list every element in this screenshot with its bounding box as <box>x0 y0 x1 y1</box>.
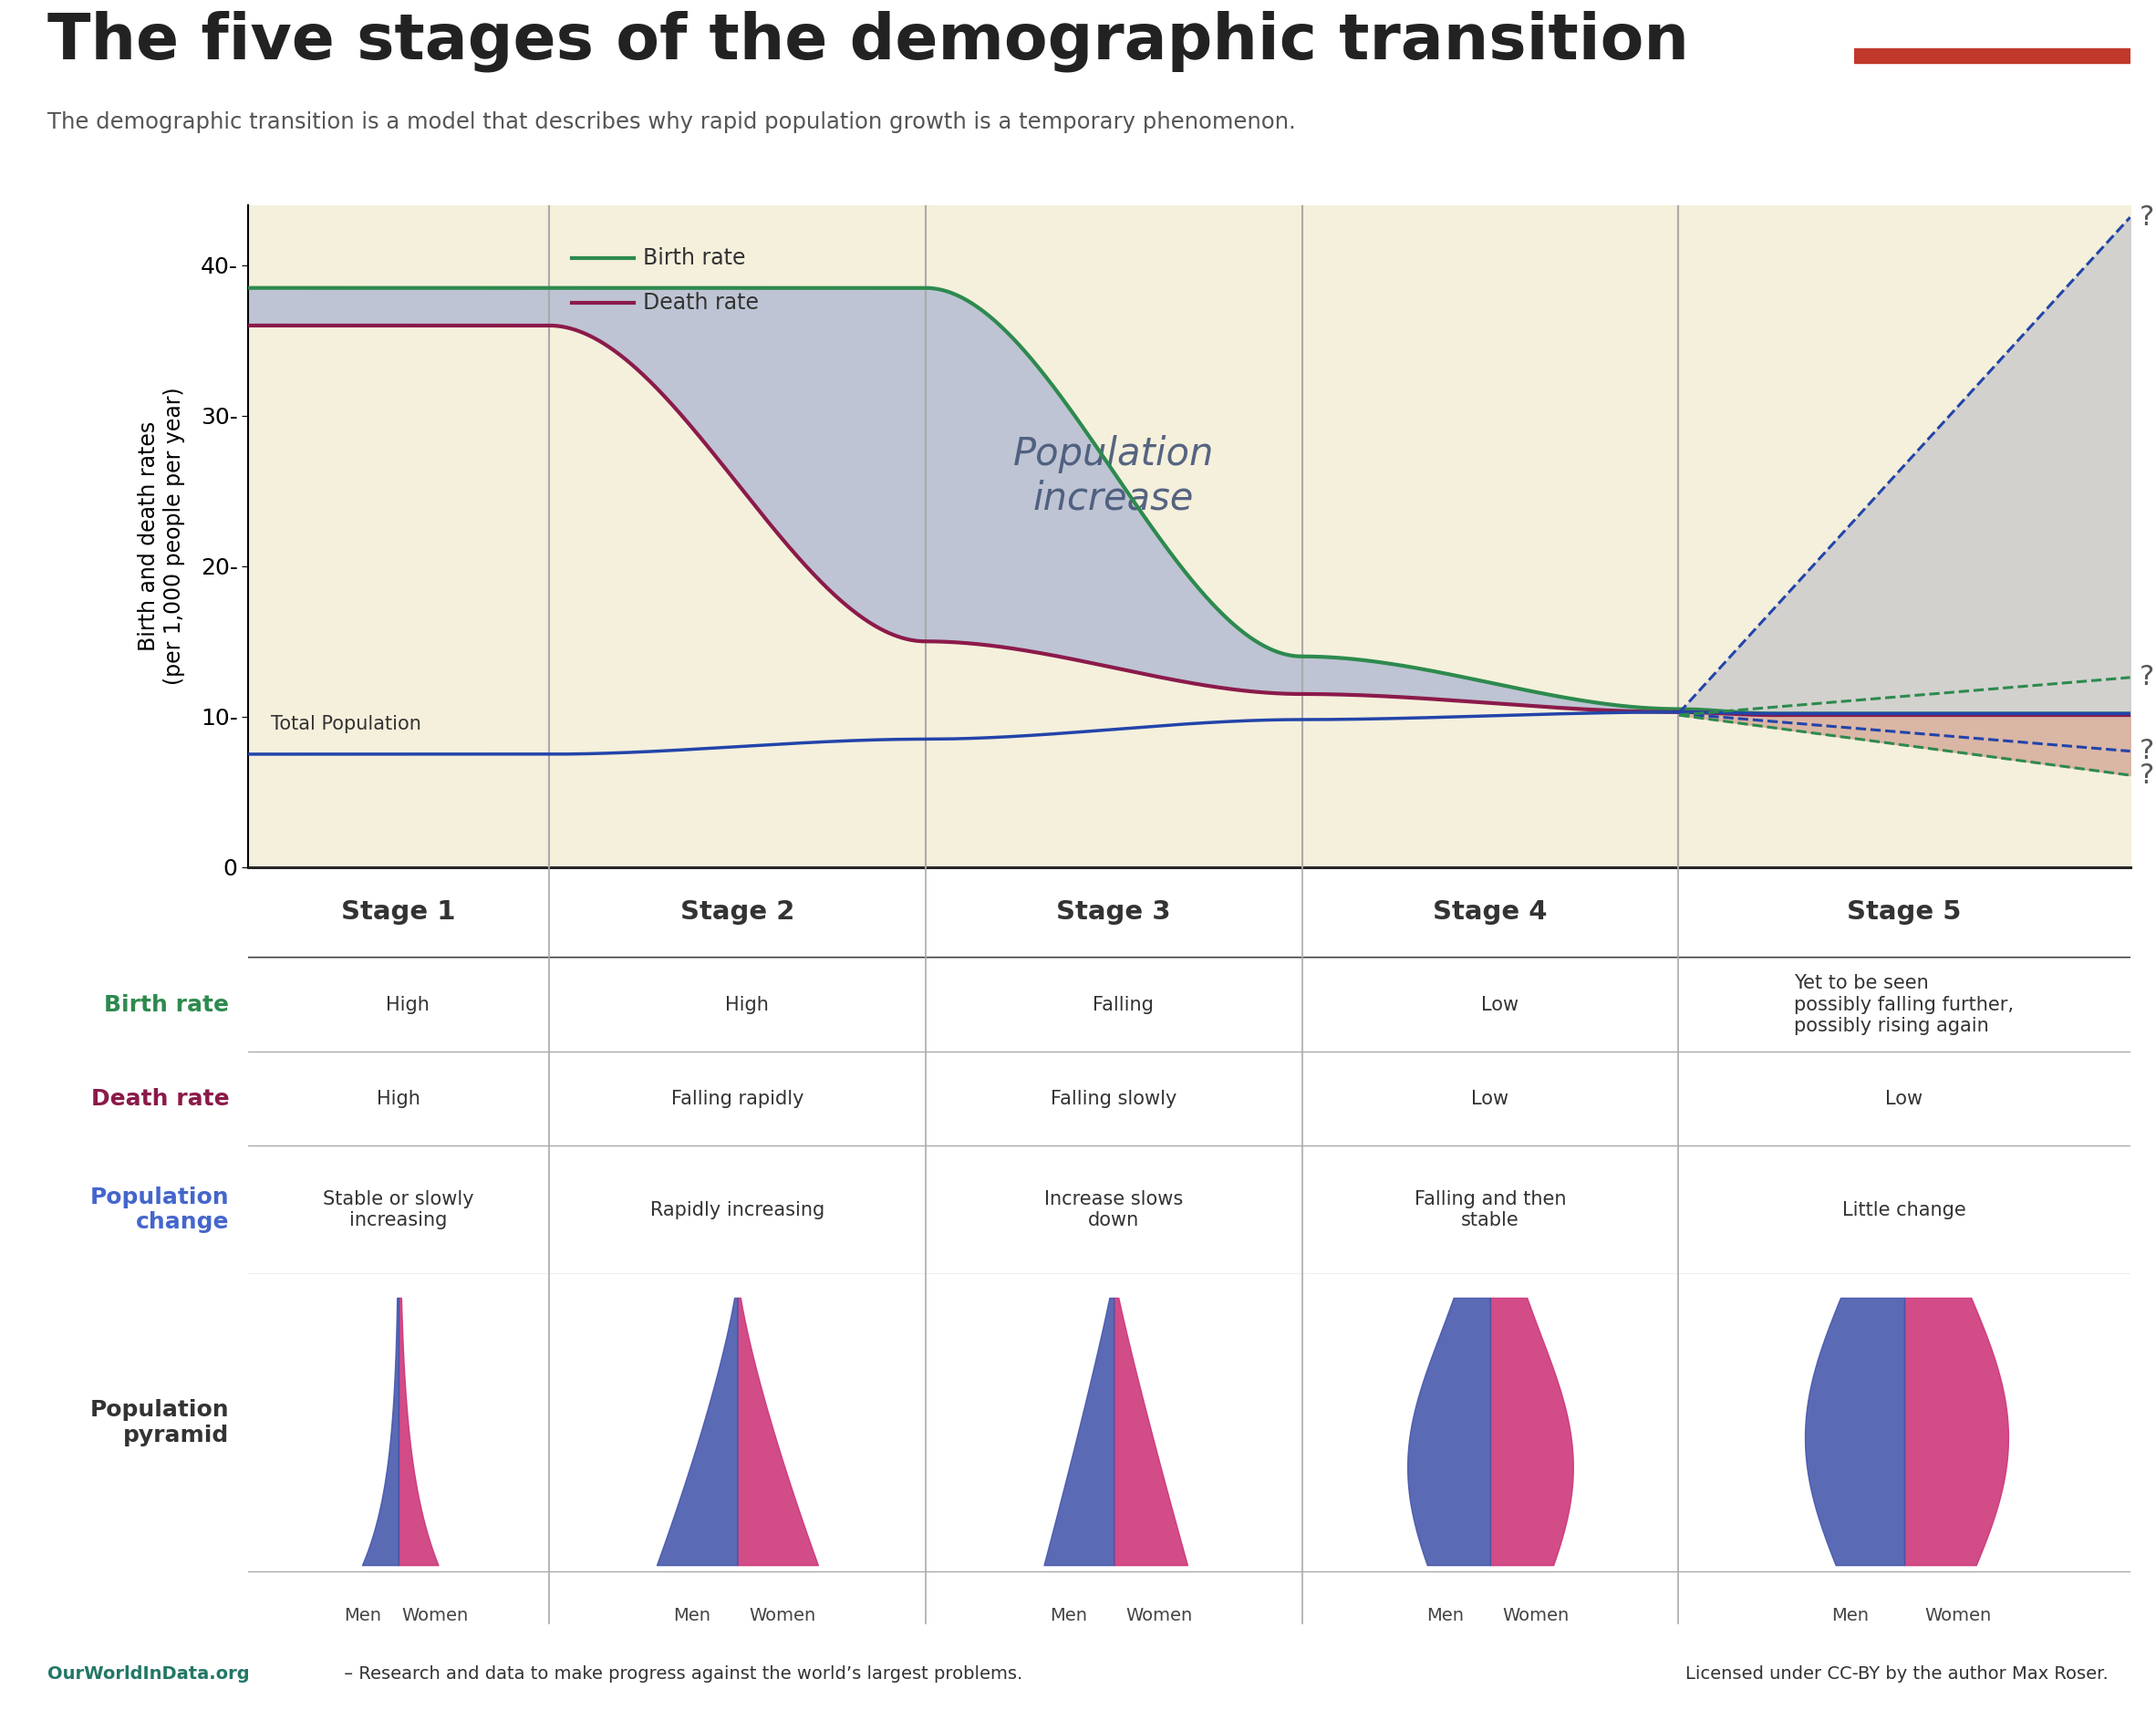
Text: Women: Women <box>748 1607 815 1624</box>
Text: Stage 2: Stage 2 <box>679 899 793 925</box>
Text: Falling and then
stable: Falling and then stable <box>1414 1190 1565 1229</box>
Text: Women: Women <box>1503 1607 1570 1624</box>
Text: Population
change: Population change <box>91 1187 229 1233</box>
Text: Low: Low <box>1470 1089 1509 1108</box>
Text: High: High <box>386 995 429 1014</box>
Text: ?: ? <box>2139 663 2154 691</box>
Text: The five stages of the demographic transition: The five stages of the demographic trans… <box>47 10 1688 72</box>
Text: Stage 4: Stage 4 <box>1434 899 1548 925</box>
Text: Birth rate: Birth rate <box>103 994 229 1016</box>
Text: Women: Women <box>1925 1607 1992 1624</box>
Text: Stage 3: Stage 3 <box>1056 899 1171 925</box>
Text: Men: Men <box>1050 1607 1087 1624</box>
Text: Increase slows
down: Increase slows down <box>1044 1190 1184 1229</box>
Text: ?: ? <box>2139 739 2154 764</box>
Text: ?: ? <box>2139 763 2154 788</box>
Text: Men: Men <box>673 1607 711 1624</box>
Text: OurWorldInData.org: OurWorldInData.org <box>47 1666 250 1683</box>
Text: Total Population: Total Population <box>270 715 420 734</box>
Text: Population
pyramid: Population pyramid <box>91 1399 229 1447</box>
Text: ?: ? <box>2139 203 2154 231</box>
Text: High: High <box>377 1089 420 1108</box>
Text: Stage 5: Stage 5 <box>1848 899 1962 925</box>
Text: Birth rate: Birth rate <box>642 246 746 268</box>
Text: Little change: Little change <box>1843 1200 1966 1219</box>
Text: Population
increase: Population increase <box>1013 434 1214 516</box>
Text: Falling rapidly: Falling rapidly <box>671 1089 804 1108</box>
Text: Falling slowly: Falling slowly <box>1050 1089 1177 1108</box>
Text: High: High <box>724 995 768 1014</box>
Text: Yet to be seen
possibly falling further,
possibly rising again: Yet to be seen possibly falling further,… <box>1794 975 2014 1035</box>
Text: in Data: in Data <box>1951 70 2033 89</box>
Text: Women: Women <box>401 1607 468 1624</box>
Text: Stable or slowly
increasing: Stable or slowly increasing <box>323 1190 474 1229</box>
Text: Stage 1: Stage 1 <box>341 899 455 925</box>
Text: Low: Low <box>1886 1089 1923 1108</box>
Bar <box>1854 48 2130 63</box>
Text: Death rate: Death rate <box>91 1088 229 1110</box>
Text: Rapidly increasing: Rapidly increasing <box>651 1200 824 1219</box>
Text: – Research and data to make progress against the world’s largest problems.: – Research and data to make progress aga… <box>338 1666 1022 1683</box>
Text: Low: Low <box>1481 995 1518 1014</box>
Text: Men: Men <box>1830 1607 1869 1624</box>
Text: Women: Women <box>1125 1607 1192 1624</box>
Text: Men: Men <box>343 1607 382 1624</box>
Text: The demographic transition is a model that describes why rapid population growth: The demographic transition is a model th… <box>47 111 1296 133</box>
Text: Falling: Falling <box>1093 995 1153 1014</box>
Text: Men: Men <box>1427 1607 1464 1624</box>
Y-axis label: Birth and death rates
(per 1,000 people per year): Birth and death rates (per 1,000 people … <box>138 386 185 686</box>
Text: Licensed under CC-BY by the author Max Roser.: Licensed under CC-BY by the author Max R… <box>1686 1666 2109 1683</box>
Text: Our World: Our World <box>1934 21 2050 39</box>
Text: Death rate: Death rate <box>642 292 759 315</box>
